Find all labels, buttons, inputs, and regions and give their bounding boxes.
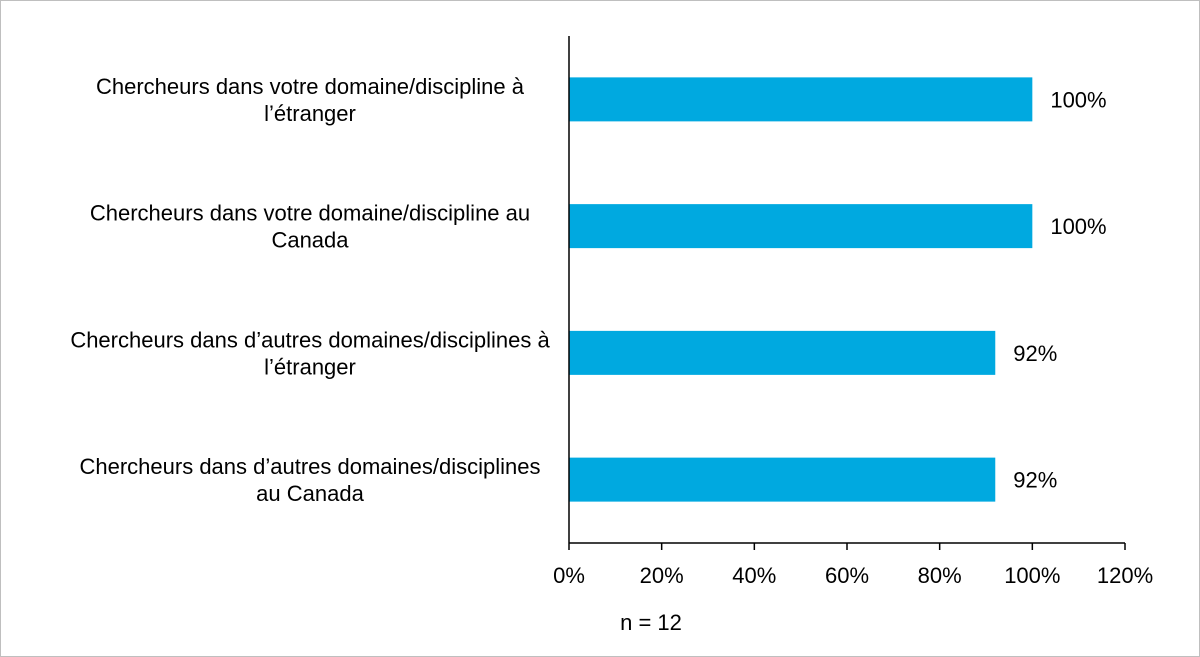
data-label-4: 92% xyxy=(1013,468,1057,493)
category-label-1: Chercheurs dans votre domaine/discipline… xyxy=(96,74,525,126)
bars-group xyxy=(569,77,1033,502)
x-tick-label-5: 100% xyxy=(1004,563,1060,588)
category-label-3: Chercheurs dans d’autres domaines/discip… xyxy=(70,327,550,379)
x-tick-label-1: 20% xyxy=(640,563,684,588)
x-tick-label-6: 120% xyxy=(1097,563,1153,588)
x-tick-label-4: 80% xyxy=(918,563,962,588)
bar-2 xyxy=(569,204,1033,249)
data-label-1: 100% xyxy=(1050,87,1106,112)
category-label-2: Chercheurs dans votre domaine/discipline… xyxy=(90,201,530,253)
bar-1 xyxy=(569,77,1033,122)
data-label-3: 92% xyxy=(1013,341,1057,366)
sample-size-annotation: n = 12 xyxy=(620,610,682,635)
bar-3 xyxy=(569,330,996,375)
labels-group: 100% Chercheurs dans votre domaine/discip… xyxy=(70,74,1153,588)
data-label-2: 100% xyxy=(1050,214,1106,239)
x-tick-label-2: 40% xyxy=(732,563,776,588)
category-label-4: Chercheurs dans d’autres domaines/discip… xyxy=(79,454,540,506)
axes-group xyxy=(568,36,1126,550)
x-tick-label-0: 0% xyxy=(553,563,585,588)
x-tick-label-3: 60% xyxy=(825,563,869,588)
bar-4 xyxy=(569,457,996,502)
